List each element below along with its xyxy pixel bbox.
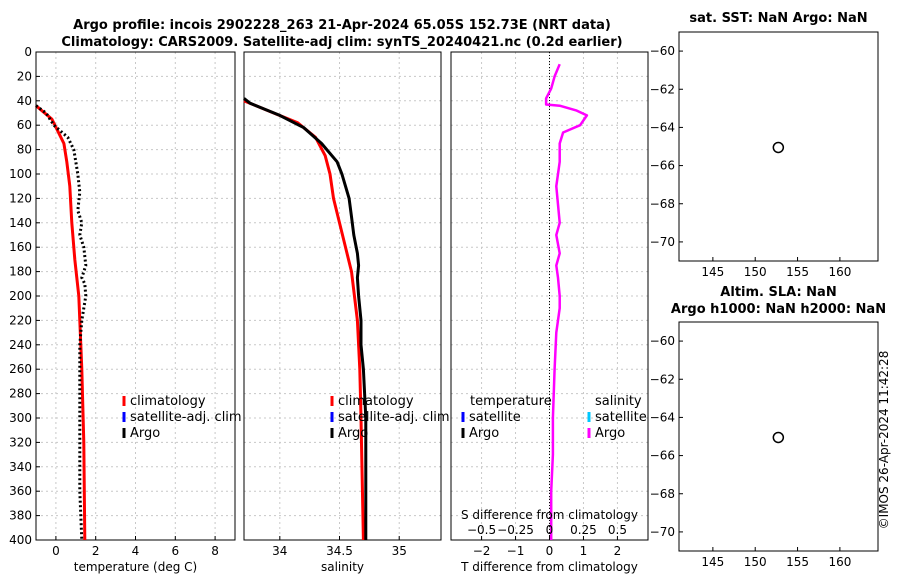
diff-legend-temperature-title: temperature [470, 394, 552, 409]
x-tick-label: 2 [92, 544, 100, 558]
map-frame [678, 31, 879, 262]
profile-location-marker [772, 141, 785, 154]
map-y-tick-label: −64 [650, 120, 675, 134]
temp-legend-satellite-label: satellite-adj. clim [130, 410, 242, 425]
temperature-climatology-line [35, 104, 87, 541]
sla-map-title-line2: Argo h1000: NaN h2000: NaN [671, 302, 886, 317]
map-y-tick-label: −60 [650, 334, 675, 348]
sal-legend-climatology-label: climatology [338, 394, 414, 409]
x-tick-label: 34.5 [326, 544, 353, 558]
map-x-tick-label: 145 [701, 555, 724, 569]
diff-legend-salinity-title: salinity [595, 394, 642, 409]
map-y-tick-label: −70 [650, 525, 675, 539]
y-tick-label: 400 [9, 533, 32, 547]
y-tick-label: 180 [9, 265, 32, 279]
x-tick-label: 35 [392, 544, 407, 558]
argo-salinity-difference-line [544, 63, 589, 540]
s-difference-tick-label: −0.25 [497, 523, 534, 537]
x-tick-label: 1 [580, 544, 588, 558]
y-tick-label: 360 [9, 484, 32, 498]
diff-legend-t-argo-label: Argo [469, 426, 499, 441]
map-x-tick-label: 145 [701, 265, 724, 279]
diff-legend-s-satellite-label: satellite [595, 410, 647, 425]
s-difference-axis-label: S difference from climatology [461, 508, 638, 522]
y-tick-label: 40 [17, 94, 32, 108]
y-tick-label: 340 [9, 460, 32, 474]
y-tick-label: 220 [9, 313, 32, 327]
map-y-tick-label: −62 [650, 82, 675, 96]
x-tick-label: 0 [546, 544, 554, 558]
y-tick-label: 200 [9, 289, 32, 303]
temperature-argo-line [35, 104, 88, 541]
map-y-tick-label: −66 [650, 159, 675, 173]
map-x-tick-label: 150 [744, 555, 767, 569]
figure-title-line1: Argo profile: incois 2902228_263 21-Apr-… [73, 18, 611, 33]
x-axis-label: temperature (deg C) [74, 560, 197, 574]
profile-location-marker [772, 431, 785, 444]
map-x-tick-label: 155 [786, 555, 809, 569]
diff-legend-s-argo-label: Argo [595, 426, 625, 441]
x-tick-label: 2 [614, 544, 622, 558]
map-y-tick-label: −68 [650, 487, 675, 501]
y-tick-label: 260 [9, 362, 32, 376]
y-tick-label: 0 [24, 45, 32, 59]
map-y-tick-label: −62 [650, 372, 675, 386]
s-difference-tick-label: 0.25 [570, 523, 597, 537]
y-tick-label: 100 [9, 167, 32, 181]
sla-map-title-line1: Altim. SLA: NaN [720, 285, 836, 300]
sal-legend-argo-label: Argo [338, 426, 368, 441]
x-tick-label: 0 [52, 544, 60, 558]
x-tick-label: 34 [272, 544, 287, 558]
map-y-tick-label: −68 [650, 197, 675, 211]
plot-frame [35, 51, 236, 541]
figure-title-line2: Climatology: CARS2009. Satellite-adj cli… [61, 35, 622, 50]
s-difference-tick-label: 0.5 [608, 523, 627, 537]
map-x-tick-label: 160 [828, 265, 851, 279]
temp-legend-climatology-label: climatology [130, 394, 206, 409]
s-difference-tick-label: 0 [546, 523, 554, 537]
sal-legend-satellite-label: satellite-adj. clim [338, 410, 450, 425]
y-tick-label: 140 [9, 216, 32, 230]
map-y-tick-label: −66 [650, 449, 675, 463]
y-tick-label: 80 [17, 143, 32, 157]
x-axis-label: T difference from climatology [460, 560, 638, 574]
x-tick-label: 6 [171, 544, 179, 558]
map-frame [678, 321, 879, 552]
map-y-tick-label: −64 [650, 410, 675, 424]
sst-map-title: sat. SST: NaN Argo: NaN [689, 11, 867, 26]
salinity-argo-line [243, 97, 368, 540]
s-difference-tick-label: −0.5 [467, 523, 496, 537]
y-tick-label: 280 [9, 387, 32, 401]
y-tick-label: 320 [9, 435, 32, 449]
temp-legend-argo-label: Argo [130, 426, 160, 441]
y-tick-label: 60 [17, 118, 32, 132]
map-y-tick-label: −60 [650, 44, 675, 58]
y-tick-label: 380 [9, 509, 32, 523]
y-tick-label: 240 [9, 338, 32, 352]
y-tick-label: 20 [17, 69, 32, 83]
map-x-tick-label: 160 [828, 555, 851, 569]
y-tick-label: 120 [9, 191, 32, 205]
y-tick-label: 160 [9, 240, 32, 254]
x-axis-label: salinity [321, 560, 364, 574]
x-tick-label: −2 [473, 544, 491, 558]
x-tick-label: 8 [211, 544, 219, 558]
x-tick-label: −1 [507, 544, 525, 558]
diff-legend-t-satellite-label: satellite [469, 410, 521, 425]
map-x-tick-label: 150 [744, 265, 767, 279]
map-x-tick-label: 155 [786, 265, 809, 279]
y-tick-label: 300 [9, 411, 32, 425]
plot-frame [243, 51, 442, 541]
x-tick-label: 4 [132, 544, 140, 558]
map-y-tick-label: −70 [650, 235, 675, 249]
imos-timestamp: ©IMOS 26-Apr-2024 11:42:28 [877, 351, 891, 530]
